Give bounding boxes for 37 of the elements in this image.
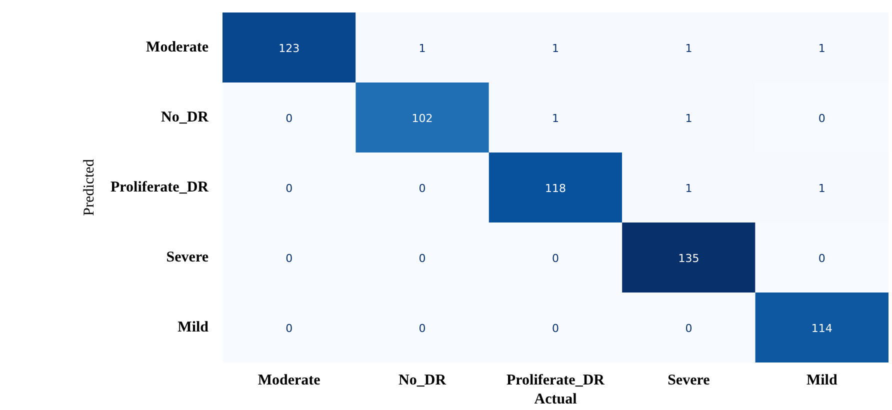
x-tick-label: Moderate — [258, 372, 321, 388]
data-label: 0 — [286, 252, 293, 265]
y-tick-label: Mild — [178, 320, 210, 336]
data-label: 1 — [418, 42, 426, 55]
data-label: 0 — [418, 252, 426, 265]
data-label: 0 — [552, 252, 559, 265]
data-label: 1 — [552, 112, 559, 125]
y-tick-label: Proliferate_DR — [110, 180, 209, 196]
y-tick-label: No_DR — [161, 110, 209, 126]
data-label: 0 — [286, 112, 293, 125]
data-label: 118 — [545, 182, 566, 195]
x-axis-title: Actual — [534, 392, 577, 408]
data-label: 1 — [818, 182, 826, 195]
y-axis-title: Predicted — [81, 158, 98, 216]
data-label: 0 — [286, 322, 293, 335]
data-label: 0 — [685, 322, 692, 335]
data-label: 1 — [685, 112, 692, 125]
data-label: 0 — [818, 252, 826, 265]
x-tick-label: Proliferate_DR — [506, 372, 605, 388]
data-label: 0 — [818, 112, 826, 125]
data-label: 135 — [678, 252, 700, 265]
data-label: 0 — [418, 182, 426, 195]
data-label: 1 — [552, 42, 559, 55]
data-label: 114 — [811, 322, 832, 335]
data-label: 0 — [552, 322, 559, 335]
data-label: 0 — [286, 182, 293, 195]
x-tick-label: Mild — [806, 372, 838, 388]
data-label: 1 — [685, 182, 692, 195]
data-label: 1 — [685, 42, 692, 55]
y-tick-label: Severe — [166, 250, 209, 266]
data-label: 102 — [412, 112, 433, 125]
x-tick-label: Severe — [668, 372, 710, 388]
data-label: 123 — [278, 42, 300, 55]
x-tick-label: No_DR — [398, 372, 446, 388]
data-label: 0 — [418, 322, 426, 335]
y-tick-label: Moderate — [146, 40, 209, 56]
data-label: 1 — [818, 42, 826, 55]
